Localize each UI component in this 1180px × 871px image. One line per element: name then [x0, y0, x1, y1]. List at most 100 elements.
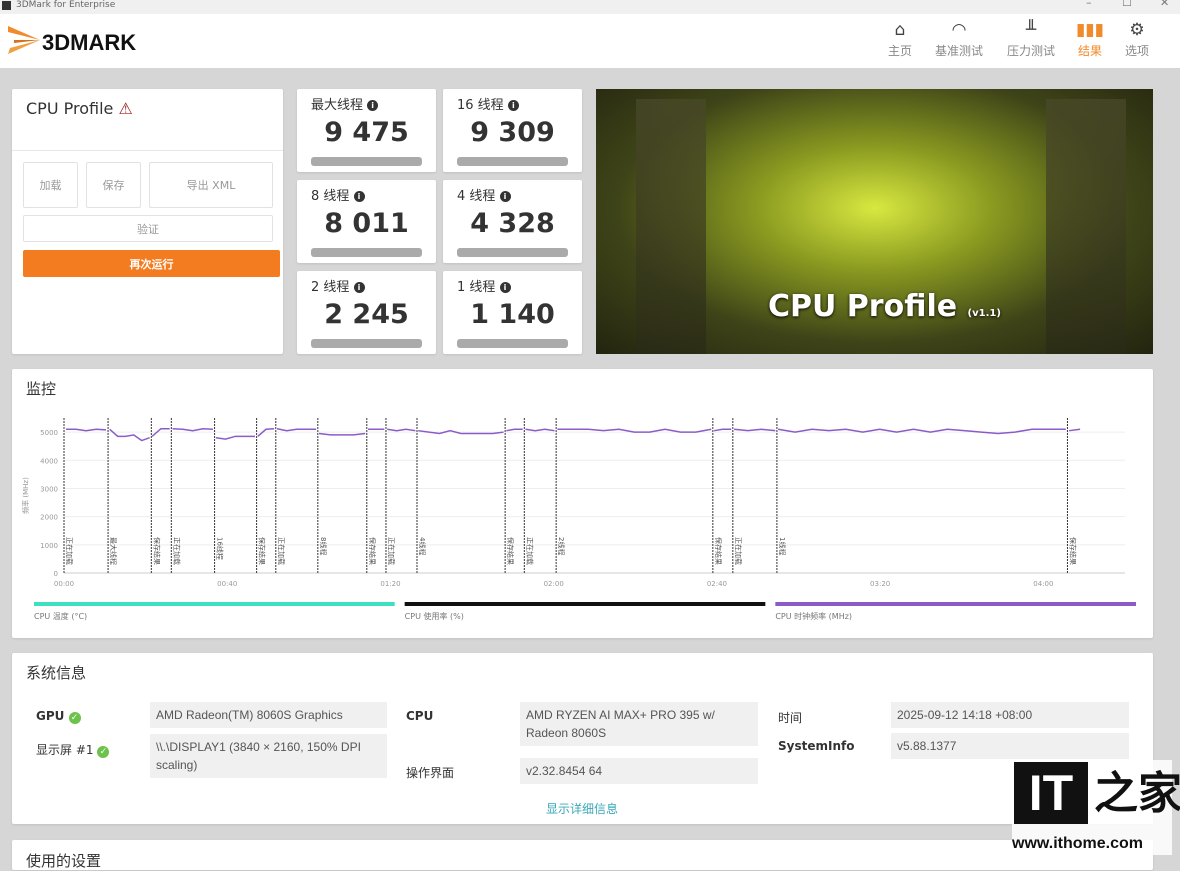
- frequency-line-segment: [713, 428, 732, 432]
- os-label: 操作界面: [406, 766, 455, 780]
- monitor-card: 监控 0 1000 2000 3000 4000 5000 00:00 00:40 01:20 0…: [12, 369, 1153, 638]
- nav-home[interactable]: ⌂ 主页: [870, 20, 930, 59]
- x-tick-label: 00:40: [217, 580, 237, 588]
- check-icon: ✓: [97, 746, 110, 758]
- event-marker-label: 正在加载: [734, 537, 743, 565]
- systeminfo-label: SystemInfo: [778, 739, 855, 753]
- legend-swatch: [34, 602, 395, 606]
- frequency-line-segment: [257, 427, 275, 437]
- ithome-watermark: IT 之家 www.ithome.com: [1012, 760, 1180, 855]
- frequency-line-segment: [172, 427, 213, 432]
- nav-stress-tests[interactable]: ╨ 压力测试: [1001, 20, 1061, 59]
- event-marker-label: 16线程: [216, 537, 225, 560]
- show-details-link[interactable]: 显示详细信息: [546, 802, 619, 816]
- legend-label: CPU 时钟频率 (MHz): [775, 611, 852, 621]
- score-label: 16 线程 i: [457, 94, 519, 113]
- event-marker-label: 8线程: [319, 537, 328, 555]
- cpu-label: CPU: [406, 709, 434, 723]
- info-icon[interactable]: i: [367, 100, 379, 111]
- x-tick-label: 03:20: [870, 580, 890, 588]
- frequency-line-segment: [557, 428, 712, 433]
- score-label: 4 线程 i: [457, 185, 511, 204]
- check-icon: ✓: [68, 712, 81, 724]
- info-icon[interactable]: i: [353, 191, 365, 202]
- score-bar: [457, 339, 568, 348]
- banner-pillar-right: [1046, 99, 1126, 354]
- info-icon[interactable]: i: [499, 282, 511, 293]
- score-value: 8 011: [324, 208, 409, 239]
- score-card: 16 线程 i 9 309: [443, 89, 582, 172]
- time-value: 2025-09-12 14:18 +08:00: [891, 702, 1129, 728]
- frequency-line-segment: [506, 428, 523, 432]
- close-button[interactable]: ✕: [1160, 0, 1170, 9]
- 3dmark-logo-icon: [8, 26, 40, 54]
- event-marker-label: 正在加载: [387, 537, 396, 565]
- display-label: 显示屏 #1 ✓: [36, 741, 110, 758]
- warning-icon: ⚠: [118, 99, 133, 118]
- event-marker-label: 正在加载: [172, 537, 181, 565]
- legend-label: CPU 使用率 (%): [405, 611, 464, 621]
- window-title: 3DMark for Enterprise: [16, 0, 116, 10]
- frequency-chart: 0 1000 2000 3000 4000 5000 00:00 00:40 01:20 02:0…: [21, 418, 1136, 621]
- banner-title: CPU Profile (v1.1): [768, 289, 1001, 324]
- frequency-line-segment: [151, 427, 170, 437]
- frequency-line-segment: [215, 435, 255, 440]
- os-value: v2.32.8454 64: [520, 758, 758, 784]
- event-marker-label: 正在加载: [277, 537, 286, 565]
- app-header: 3DMARK ⌂ 主页 ◠ 基准测试 ╨ 压力测试 ▮▮▮ 结果 ⚙ 选项: [0, 14, 1180, 68]
- event-marker-label: 保存结果: [258, 537, 267, 565]
- frequency-line-segment: [276, 427, 317, 432]
- score-bar: [457, 248, 568, 257]
- export-xml-button[interactable]: 导出 XML: [149, 162, 273, 208]
- y-tick-label: 2000: [40, 514, 58, 522]
- maximize-button[interactable]: ☐: [1122, 0, 1132, 9]
- x-tick-label: 02:40: [707, 580, 727, 588]
- x-tick-label: 04:00: [1033, 580, 1053, 588]
- score-label: 最大线程 i: [311, 94, 379, 113]
- score-card: 1 线程 i 1 140: [443, 271, 582, 354]
- results-icon: ▮▮▮: [1075, 20, 1105, 40]
- validate-button[interactable]: 验证: [23, 215, 273, 242]
- event-marker-label: 正在加载: [525, 537, 534, 565]
- score-bar: [311, 157, 422, 166]
- nav-benchmarks[interactable]: ◠ 基准测试: [929, 20, 989, 59]
- result-card: CPU Profile ⚠ 加载 保存 导出 XML 验证 再次运行: [12, 89, 283, 354]
- minimize-button[interactable]: –: [1086, 0, 1092, 9]
- sysinfo-title: 系统信息: [26, 664, 87, 682]
- app-icon: [2, 1, 11, 10]
- score-value: 2 245: [324, 299, 409, 330]
- info-icon[interactable]: i: [507, 100, 519, 111]
- frequency-line-segment: [778, 428, 1066, 435]
- frequency-line-segment: [66, 428, 107, 432]
- monitor-title: 监控: [26, 380, 57, 398]
- legend-swatch: [404, 602, 766, 606]
- rerun-button[interactable]: 再次运行: [23, 250, 280, 277]
- score-label: 8 线程 i: [311, 185, 365, 204]
- gear-icon: ⚙: [1129, 20, 1145, 40]
- frequency-line-segment: [318, 432, 366, 436]
- settings-title: 使用的设置: [26, 852, 102, 870]
- score-bar: [457, 157, 568, 166]
- nav-results[interactable]: ▮▮▮ 结果: [1060, 20, 1120, 59]
- event-marker-label: 保存结果: [506, 537, 515, 565]
- score-value: 9 475: [324, 117, 409, 148]
- info-icon[interactable]: i: [353, 282, 365, 293]
- frequency-line-segment: [733, 428, 776, 432]
- watermark-logo: IT: [1014, 762, 1088, 824]
- watermark-url: www.ithome.com: [1012, 835, 1143, 852]
- y-tick-label: 3000: [40, 485, 58, 493]
- frequency-line-segment: [1068, 428, 1081, 432]
- display-value: \\.\DISPLAY1 (3840 × 2160, 150% DPI scal…: [150, 734, 387, 778]
- load-button[interactable]: 加载: [23, 162, 78, 208]
- y-tick-label: 1000: [40, 542, 58, 550]
- event-marker-label: 正在加载: [65, 537, 74, 565]
- info-icon[interactable]: i: [499, 191, 511, 202]
- score-label: 2 线程 i: [311, 276, 365, 295]
- nav-options[interactable]: ⚙ 选项: [1107, 20, 1167, 59]
- gauge-icon: ◠: [951, 20, 967, 40]
- event-marker-label: 保存结果: [152, 537, 161, 565]
- score-value: 1 140: [470, 299, 555, 330]
- bar-chart-icon: ╨: [1025, 20, 1037, 40]
- cpu-profile-banner: CPU Profile (v1.1): [596, 89, 1153, 354]
- save-button[interactable]: 保存: [86, 162, 141, 208]
